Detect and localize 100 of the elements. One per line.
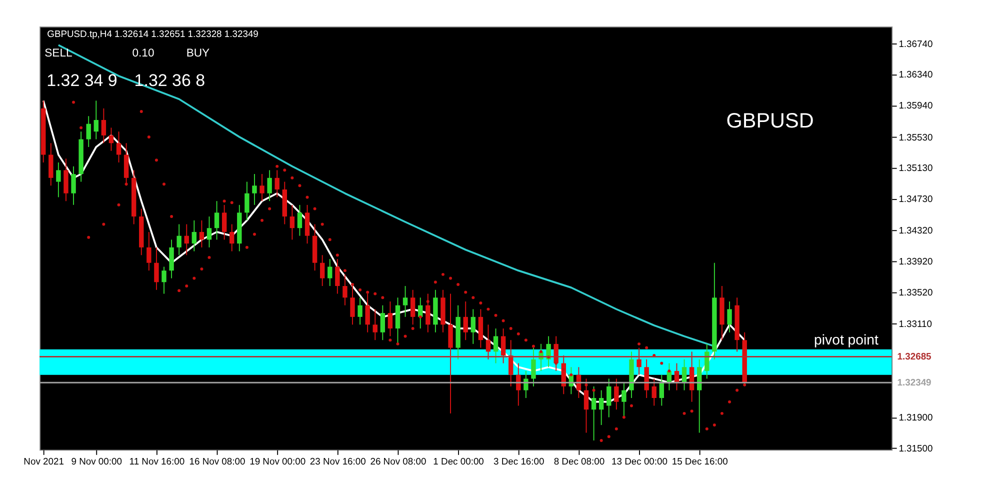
candlestick xyxy=(297,204,302,236)
candlestick xyxy=(162,266,166,294)
candlestick xyxy=(652,378,656,406)
candlestick xyxy=(116,131,122,163)
candlestick xyxy=(86,116,91,148)
x-tick-label: 8 Dec 08:00 xyxy=(554,455,605,466)
candlestick xyxy=(192,220,197,252)
x-tick-label: 15 Dec 16:00 xyxy=(672,455,728,466)
candlestick xyxy=(176,224,182,256)
x-tick-label: 26 Nov 08:00 xyxy=(370,455,426,466)
candlestick xyxy=(380,304,386,341)
candlestick xyxy=(410,289,416,326)
candlestick xyxy=(448,293,453,414)
candlestick xyxy=(199,220,204,248)
y-tick-label: 1.35130 xyxy=(898,162,933,174)
annotation: 1.32 34 9 xyxy=(46,70,118,90)
x-tick-label: 11 Nov 16:00 xyxy=(129,455,185,466)
candlestick xyxy=(524,370,528,398)
candlestick xyxy=(48,142,54,186)
candlestick xyxy=(614,378,619,410)
annotation: BUY xyxy=(186,48,210,60)
candlestick xyxy=(94,100,98,140)
candlestick xyxy=(101,108,106,144)
x-tick-label: 19 Nov 00:00 xyxy=(250,455,306,466)
candlestick xyxy=(244,181,250,221)
candlestick xyxy=(290,204,295,240)
y-tick-label: 1.35530 xyxy=(898,131,933,142)
candlestick xyxy=(154,246,159,290)
y-tick-label: 1.36740 xyxy=(898,38,933,49)
candlestick xyxy=(395,297,400,344)
candlestick xyxy=(350,286,355,326)
candlestick xyxy=(682,358,687,391)
candlestick xyxy=(622,382,626,418)
candlestick xyxy=(584,378,589,434)
y-tick-label: 1.33920 xyxy=(898,256,933,267)
candlestick xyxy=(402,286,408,318)
candlestick xyxy=(697,358,702,434)
annotation: 1.32 36 8 xyxy=(134,70,206,90)
x-tick-label: 16 Nov 08:00 xyxy=(189,455,246,466)
candlestick xyxy=(320,254,325,286)
candlestick xyxy=(328,258,332,286)
x-tick-label: 3 Dec 16:00 xyxy=(493,455,544,466)
y-tick-label: 1.34730 xyxy=(898,193,933,204)
candlestick xyxy=(146,231,152,272)
y-tick-label: 1.33520 xyxy=(898,286,933,298)
candlestick xyxy=(252,174,257,206)
candlestick xyxy=(426,293,430,333)
candlestick xyxy=(124,142,129,186)
candlestick xyxy=(222,204,227,240)
candlestick xyxy=(108,127,114,152)
candlestick xyxy=(184,224,189,256)
candlestick xyxy=(606,378,612,418)
candlestick xyxy=(659,374,664,406)
candlestick xyxy=(260,174,264,202)
x-tick-label: 9 Nov 00:00 xyxy=(71,455,122,466)
candlestick xyxy=(704,343,710,380)
candlestick xyxy=(169,239,174,279)
annotation: SELL xyxy=(44,48,72,60)
candlestick xyxy=(689,351,694,402)
candlestick xyxy=(206,216,212,248)
x-tick-label: 23 Nov 16:00 xyxy=(310,455,366,466)
candlestick xyxy=(56,162,61,198)
y-tick-label: 1.31500 xyxy=(898,442,933,454)
candlestick xyxy=(214,200,220,240)
candlestick xyxy=(358,297,362,326)
x-tick-label: 13 Dec 00:00 xyxy=(612,455,668,466)
y-tick-label: 1.33110 xyxy=(898,318,932,330)
candlestick xyxy=(727,300,732,333)
candlestick xyxy=(230,224,234,252)
candlestick xyxy=(372,308,378,341)
candlestick xyxy=(598,390,604,426)
candlestick xyxy=(463,300,468,341)
x-tick-label: 1 Dec 00:00 xyxy=(433,455,484,466)
y-tick-label: 1.34320 xyxy=(898,224,933,236)
candlestick xyxy=(64,158,68,202)
x-tick-label: Nov 2021 xyxy=(24,455,64,466)
y-tick-label: 1.36340 xyxy=(898,68,933,80)
chart-title: GBPUSD.tp,H4 1.32614 1.32651 1.32328 1.32349 xyxy=(47,28,258,39)
y-tick-label: 1.31900 xyxy=(898,412,933,423)
candlestick xyxy=(493,328,498,364)
candlestick xyxy=(71,166,76,206)
candlestick xyxy=(636,347,642,376)
annotation: GBPUSD xyxy=(726,109,814,132)
candlestick xyxy=(478,308,484,348)
candlestick xyxy=(342,274,348,306)
band-label: pivot point xyxy=(814,332,879,348)
candlestick xyxy=(267,170,272,202)
candlestick xyxy=(304,204,310,244)
candlestick xyxy=(591,386,596,441)
y-tick-label: 1.35940 xyxy=(898,100,933,111)
annotation: 0.10 xyxy=(132,48,154,60)
ref-line-label: 1.32349 xyxy=(897,376,932,388)
candlestick xyxy=(486,324,491,360)
candlestick xyxy=(500,328,506,364)
candlestick xyxy=(335,258,340,294)
candlestick xyxy=(274,170,280,198)
candlestick xyxy=(470,308,476,344)
ref-line-label: 1.32685 xyxy=(897,350,932,362)
candlestick xyxy=(644,358,649,398)
candlestick xyxy=(554,336,558,372)
